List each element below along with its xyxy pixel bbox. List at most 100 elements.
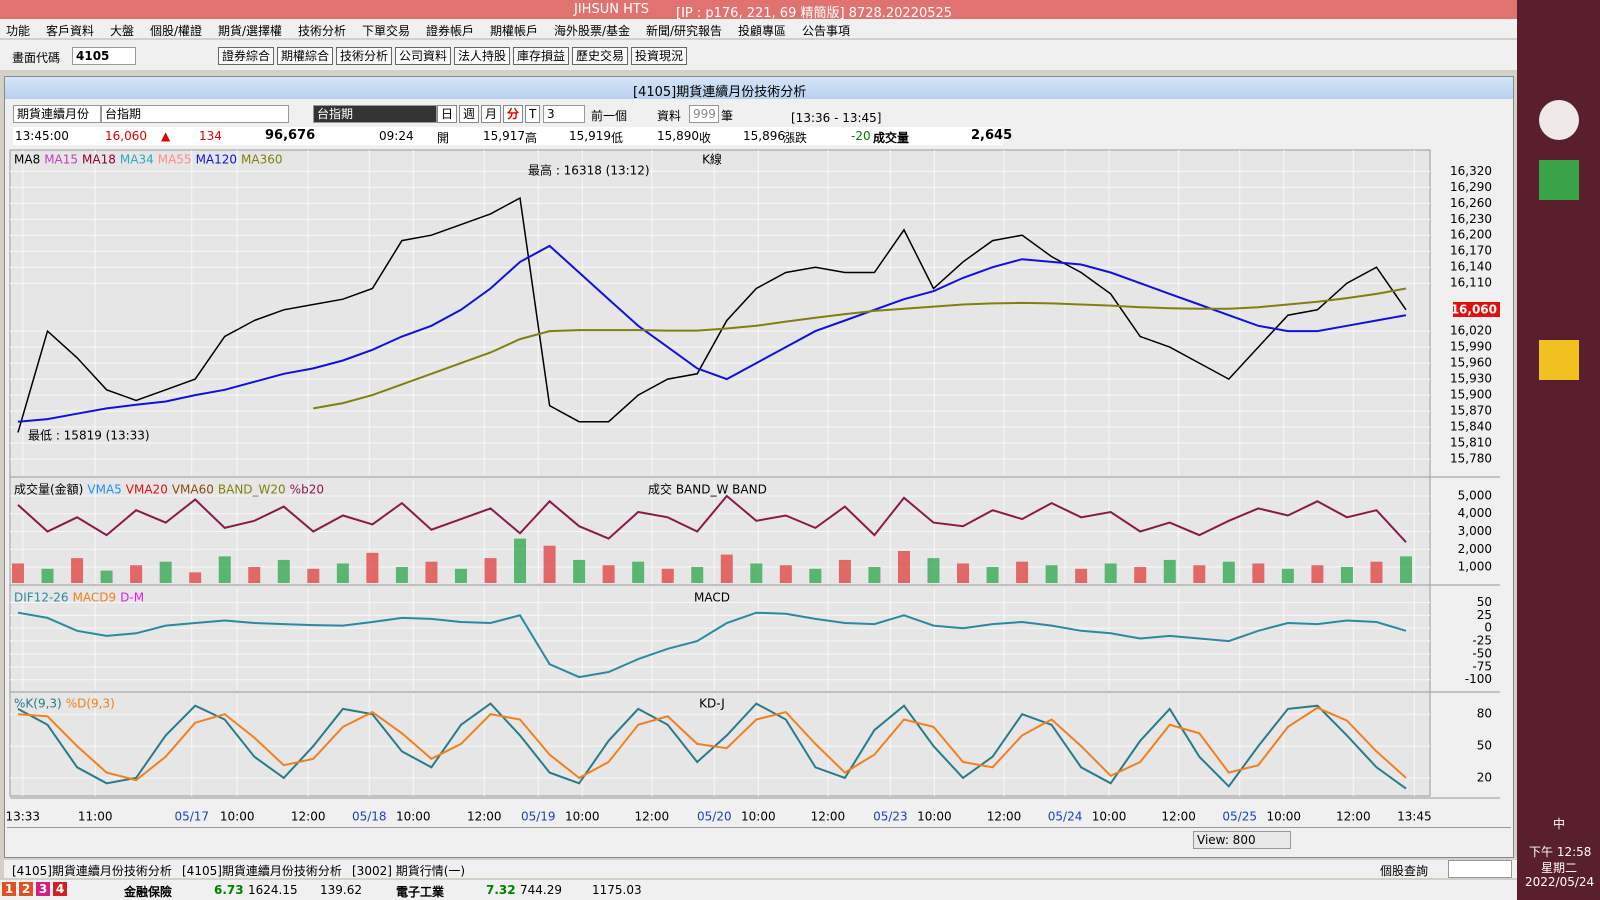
volume-bar [779,565,792,583]
volume-bar [1016,561,1029,583]
y-tick-label: 1,000 [1458,560,1492,574]
menu-item[interactable]: 期權帳戶 [490,24,539,38]
name-input[interactable]: 台指期 [101,105,289,123]
sector-name: 金融保險 [124,885,173,899]
volume-bar [1134,567,1147,583]
period-button[interactable]: T [525,105,541,123]
panel-label: K線 [702,152,722,167]
menu-item[interactable]: 客戶資料 [46,24,95,38]
period-button[interactable]: 分 [503,105,524,123]
x-tick-label: 12:00 [987,810,1022,824]
x-tick-label: 05/25 [1222,810,1257,824]
y-tick-label: 5,000 [1458,488,1492,502]
volume-bar [159,561,172,583]
y-tick-label: 16,290 [1450,180,1492,194]
menu-item[interactable]: 投顧專區 [738,24,787,38]
quote-change: 134 [199,129,222,143]
sector-amount: 1175.03 [592,883,642,897]
clock-weekday: 星期二 [1541,861,1578,875]
menu-item[interactable]: 技術分析 [298,24,347,38]
search-input[interactable] [1448,860,1512,878]
x-tick-label: 10:00 [1266,810,1301,824]
page-button[interactable]: 4 [53,882,67,896]
page-button[interactable]: 2 [19,882,33,896]
app-icon[interactable] [1539,100,1579,140]
menu-item[interactable]: 期貨/選擇權 [218,24,283,38]
period-button[interactable]: 日 [437,105,458,123]
menu-item[interactable]: 大盤 [110,24,135,38]
tab[interactable]: [4105]期貨連續月份技術分析 [182,864,342,878]
page-button[interactable]: 3 [36,882,50,896]
x-tick-label: 05/18 [352,810,387,824]
legend-item: %K(9,3) [14,697,62,711]
volume-bar [750,563,763,583]
volume-bar [100,570,113,583]
menu-item[interactable]: 海外股票/基金 [554,24,631,38]
y-tick-label: 20 [1477,770,1492,784]
page-button[interactable]: 1 [2,882,16,896]
product-select[interactable]: 期貨連續月份 [13,105,101,123]
tab[interactable]: [4105]期貨連續月份技術分析 [12,864,172,878]
toolbar-button[interactable]: 投資現況 [631,47,688,65]
x-tick-label: 05/20 [697,810,732,824]
menu-item[interactable]: 新聞/研究報告 [646,24,723,38]
legend-item: MA55 [158,153,192,167]
menu-item[interactable]: 下單交易 [362,24,411,38]
index-field: 台指期 [313,105,437,123]
menu-item[interactable]: 證券帳戶 [426,24,475,38]
x-tick-label: 11:00 [78,810,113,824]
toolbar-button[interactable]: 期權綜合 [277,47,334,65]
y-tick-label: 16,140 [1450,260,1492,274]
window-title: [4105]期貨連續月份技術分析 [633,85,807,100]
count-select[interactable]: 3 [543,105,585,123]
y-tick-label: 15,870 [1450,404,1492,418]
y-tick-label: 0 [1484,621,1492,635]
quote-time2: 09:24 [379,129,414,143]
toolbar-button[interactable]: 公司資料 [395,47,452,65]
quote-time: 13:45:00 [15,129,69,143]
vol-label: 成交量 [873,131,910,145]
app-icon[interactable] [1539,340,1579,380]
toolbar-button[interactable]: 證券綜合 [218,47,275,65]
view-size[interactable]: View: 800 [1193,831,1291,849]
prev-button[interactable]: 前一個 [591,109,628,123]
y-tick-label: 2,000 [1458,542,1492,556]
tab[interactable]: [3002] 期貨行情(一) [352,864,466,878]
last-price-label: 16,060 [1451,303,1497,317]
toolbar-button[interactable]: 歷史交易 [572,47,629,65]
series-line [17,702,1407,790]
open-label: 開 [437,131,450,145]
app-icon[interactable] [1539,160,1579,200]
menu-item[interactable]: 個股/權證 [150,24,203,38]
y-tick-label: 50 [1477,595,1492,609]
unit-label: 筆 [721,109,734,123]
toolbar-button[interactable]: 庫存損益 [513,47,570,65]
code-input[interactable]: 4105 [72,47,136,65]
menu-item[interactable]: 功能 [6,24,31,38]
ime[interactable]: 中 [1553,817,1566,831]
volume-bar [514,538,527,583]
low: 15,890 [657,129,699,143]
data-count[interactable]: 999 [689,105,719,123]
series-line [17,611,1407,679]
series-line [313,287,1407,410]
period-button[interactable]: 週 [459,105,480,123]
toolbar-button[interactable]: 技術分析 [336,47,393,65]
volume-bar [366,552,379,583]
up-arrow: ▲ [161,129,171,143]
plot-background [9,149,1431,797]
volume-bar [484,558,497,583]
x-tick-label: 12:00 [291,810,326,824]
high-label: 高 [525,131,538,145]
period-button[interactable]: 月 [481,105,502,123]
high-annotation: 最高 : 16318 (13:12) [528,163,650,178]
menu-item[interactable]: 公告事項 [802,24,851,38]
x-tick-label: 12:00 [1161,810,1196,824]
x-tick-label: 10:00 [565,810,600,824]
legend-item: MA360 [241,153,282,167]
last-price-badge [1453,302,1500,317]
volume-bar [720,554,733,583]
y-tick-label: 15,840 [1450,420,1492,434]
series-line [17,494,1407,543]
toolbar-button[interactable]: 法人持股 [454,47,511,65]
